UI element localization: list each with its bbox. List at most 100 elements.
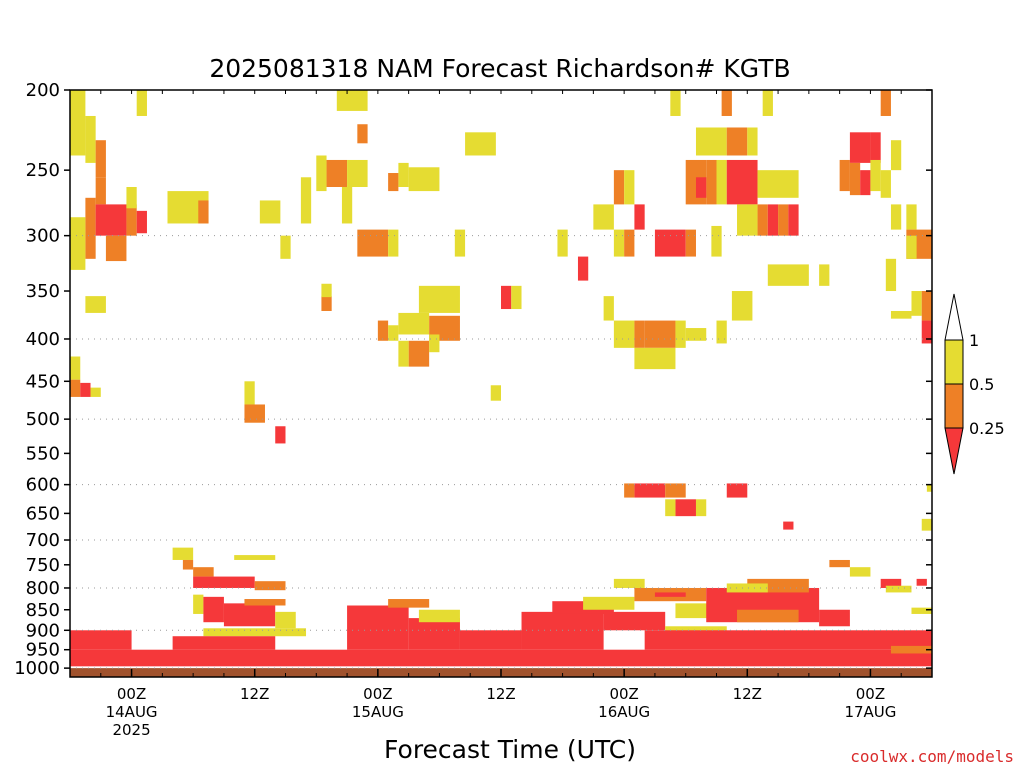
- data-cell: [557, 229, 568, 257]
- data-cell: [747, 127, 758, 156]
- data-cell: [675, 499, 696, 517]
- data-cell: [223, 603, 276, 627]
- x-tick-label: 12Z: [240, 685, 269, 703]
- data-cell: [906, 235, 917, 259]
- data-cell: [695, 499, 707, 517]
- data-cell: [603, 296, 614, 321]
- data-cell: [501, 285, 512, 310]
- y-tick-label: 650: [26, 503, 60, 524]
- data-cell: [275, 426, 286, 444]
- y-tick-label: 1000: [14, 658, 60, 679]
- colorbar-label: 0.25: [969, 419, 1005, 438]
- data-cell: [105, 235, 127, 262]
- data-cell: [408, 167, 440, 192]
- data-cell: [408, 618, 460, 650]
- data-cell: [321, 296, 332, 311]
- data-cell: [624, 229, 635, 257]
- data-cell: [193, 576, 255, 588]
- data-cell: [757, 170, 799, 198]
- data-cell: [726, 159, 758, 205]
- data-cell: [377, 320, 389, 341]
- data-cell: [254, 581, 286, 591]
- colorbar-top-arrow: [944, 293, 964, 341]
- y-tick-label: 850: [26, 600, 60, 621]
- data-cell: [85, 197, 96, 259]
- data-cell: [203, 596, 224, 623]
- x-tick-label: 17AUG: [844, 703, 896, 721]
- data-cell: [172, 547, 194, 560]
- data-cell: [95, 140, 106, 178]
- data-cell: [85, 115, 96, 163]
- colorbar-segment: [944, 339, 964, 385]
- data-cell: [624, 170, 635, 205]
- x-tick-label: 12Z: [733, 685, 762, 703]
- data-cell: [762, 90, 773, 116]
- y-tick-label: 600: [26, 475, 60, 496]
- data-cell: [767, 264, 809, 286]
- data-cell: [70, 630, 132, 650]
- data-cell: [767, 204, 779, 236]
- data-cell: [921, 518, 932, 531]
- data-cell: [634, 320, 645, 348]
- data-cell: [839, 159, 850, 192]
- data-cell: [244, 599, 286, 606]
- data-cell: [849, 567, 871, 577]
- colorbar-label: 0.5: [969, 375, 994, 394]
- data-cell: [716, 320, 727, 344]
- data-cell: [870, 132, 881, 163]
- data-cell: [193, 594, 204, 614]
- data-cell: [849, 132, 871, 163]
- y-tick-label: 800: [26, 578, 60, 599]
- data-cell: [408, 340, 430, 367]
- data-cell: [388, 325, 399, 341]
- data-cell: [731, 291, 753, 321]
- chart-title: 2025081318 NAM Forecast Richardson# KGTB: [209, 54, 790, 83]
- data-cell: [336, 90, 368, 111]
- data-cell: [921, 320, 932, 344]
- y-tick-label: 700: [26, 530, 60, 551]
- data-cell: [721, 90, 732, 116]
- data-cell: [193, 567, 214, 577]
- data-cell: [603, 611, 666, 631]
- data-cell: [357, 229, 389, 257]
- data-cell: [685, 328, 707, 341]
- data-cell: [613, 170, 625, 205]
- data-cell: [280, 235, 291, 259]
- data-cell: [198, 200, 209, 224]
- data-cell: [716, 159, 727, 205]
- data-cell: [429, 334, 440, 353]
- data-cell: [890, 140, 902, 171]
- data-cell: [465, 132, 496, 156]
- data-cell: [613, 320, 635, 348]
- data-cell: [685, 229, 696, 257]
- x-tick-label: 14AUG: [106, 703, 158, 721]
- data-cell: [911, 607, 932, 614]
- data-cell: [388, 229, 399, 257]
- data-cell: [511, 285, 522, 310]
- data-cell: [757, 204, 768, 236]
- colorbar-segment: [944, 383, 964, 429]
- data-cell: [644, 630, 932, 650]
- data-cell: [418, 609, 460, 623]
- x-tick-label: 00Z: [856, 685, 885, 703]
- data-cell: [726, 583, 768, 593]
- data-cell: [911, 291, 922, 316]
- data-cell: [126, 204, 137, 236]
- data-cell: [388, 599, 430, 608]
- x-tick-label: 15AUG: [352, 703, 404, 721]
- data-cell: [459, 630, 522, 650]
- data-cell: [490, 385, 501, 401]
- data-cell: [624, 483, 635, 498]
- data-cell: [182, 559, 194, 570]
- data-cell: [880, 90, 891, 116]
- data-cell: [613, 229, 625, 257]
- data-cell: [695, 127, 727, 156]
- y-tick-label: 900: [26, 620, 60, 641]
- data-cell: [259, 200, 281, 224]
- x-tick-label: 00Z: [117, 685, 146, 703]
- x-tick-label: 16AUG: [598, 703, 650, 721]
- y-tick-label: 750: [26, 555, 60, 576]
- data-cell: [788, 204, 799, 236]
